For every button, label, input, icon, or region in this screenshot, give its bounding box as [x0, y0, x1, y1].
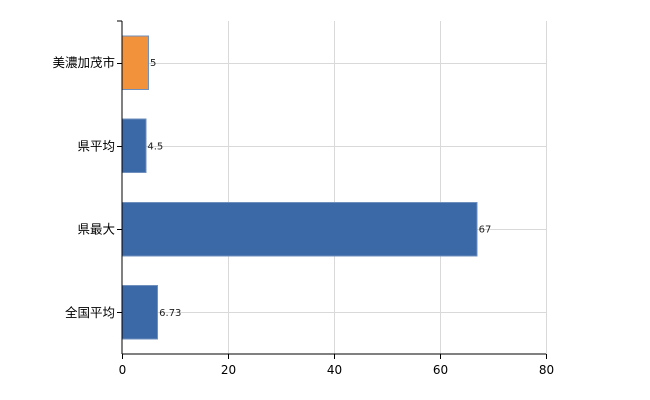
bar-3 — [121, 285, 159, 340]
category-label: 美濃加茂市 — [52, 55, 115, 70]
x-tick-label: 60 — [433, 363, 448, 377]
axes — [117, 20, 547, 359]
data-label: 5 — [150, 58, 156, 69]
x-tick-label: 0 — [119, 363, 127, 377]
gridlines — [122, 21, 547, 354]
category-label: 全国平均 — [65, 305, 115, 320]
data-label: 67 — [479, 225, 492, 236]
bars — [121, 35, 478, 340]
data-label: 4.5 — [147, 141, 163, 152]
x-tick-label: 20 — [221, 363, 236, 377]
x-tick-label: 80 — [539, 363, 554, 377]
data-label: 6.73 — [159, 308, 181, 319]
category-label: 県最大 — [77, 222, 115, 237]
labels: 0 20 40 60 80 美濃加茂市 5 県平均 4.5 県最大 67 全国平均 6.73 — [52, 55, 554, 377]
x-tick-label: 40 — [327, 363, 342, 377]
bar-0 — [121, 35, 149, 90]
bar-2 — [121, 201, 478, 257]
category-label: 県平均 — [77, 138, 115, 153]
bar-1 — [121, 118, 147, 174]
